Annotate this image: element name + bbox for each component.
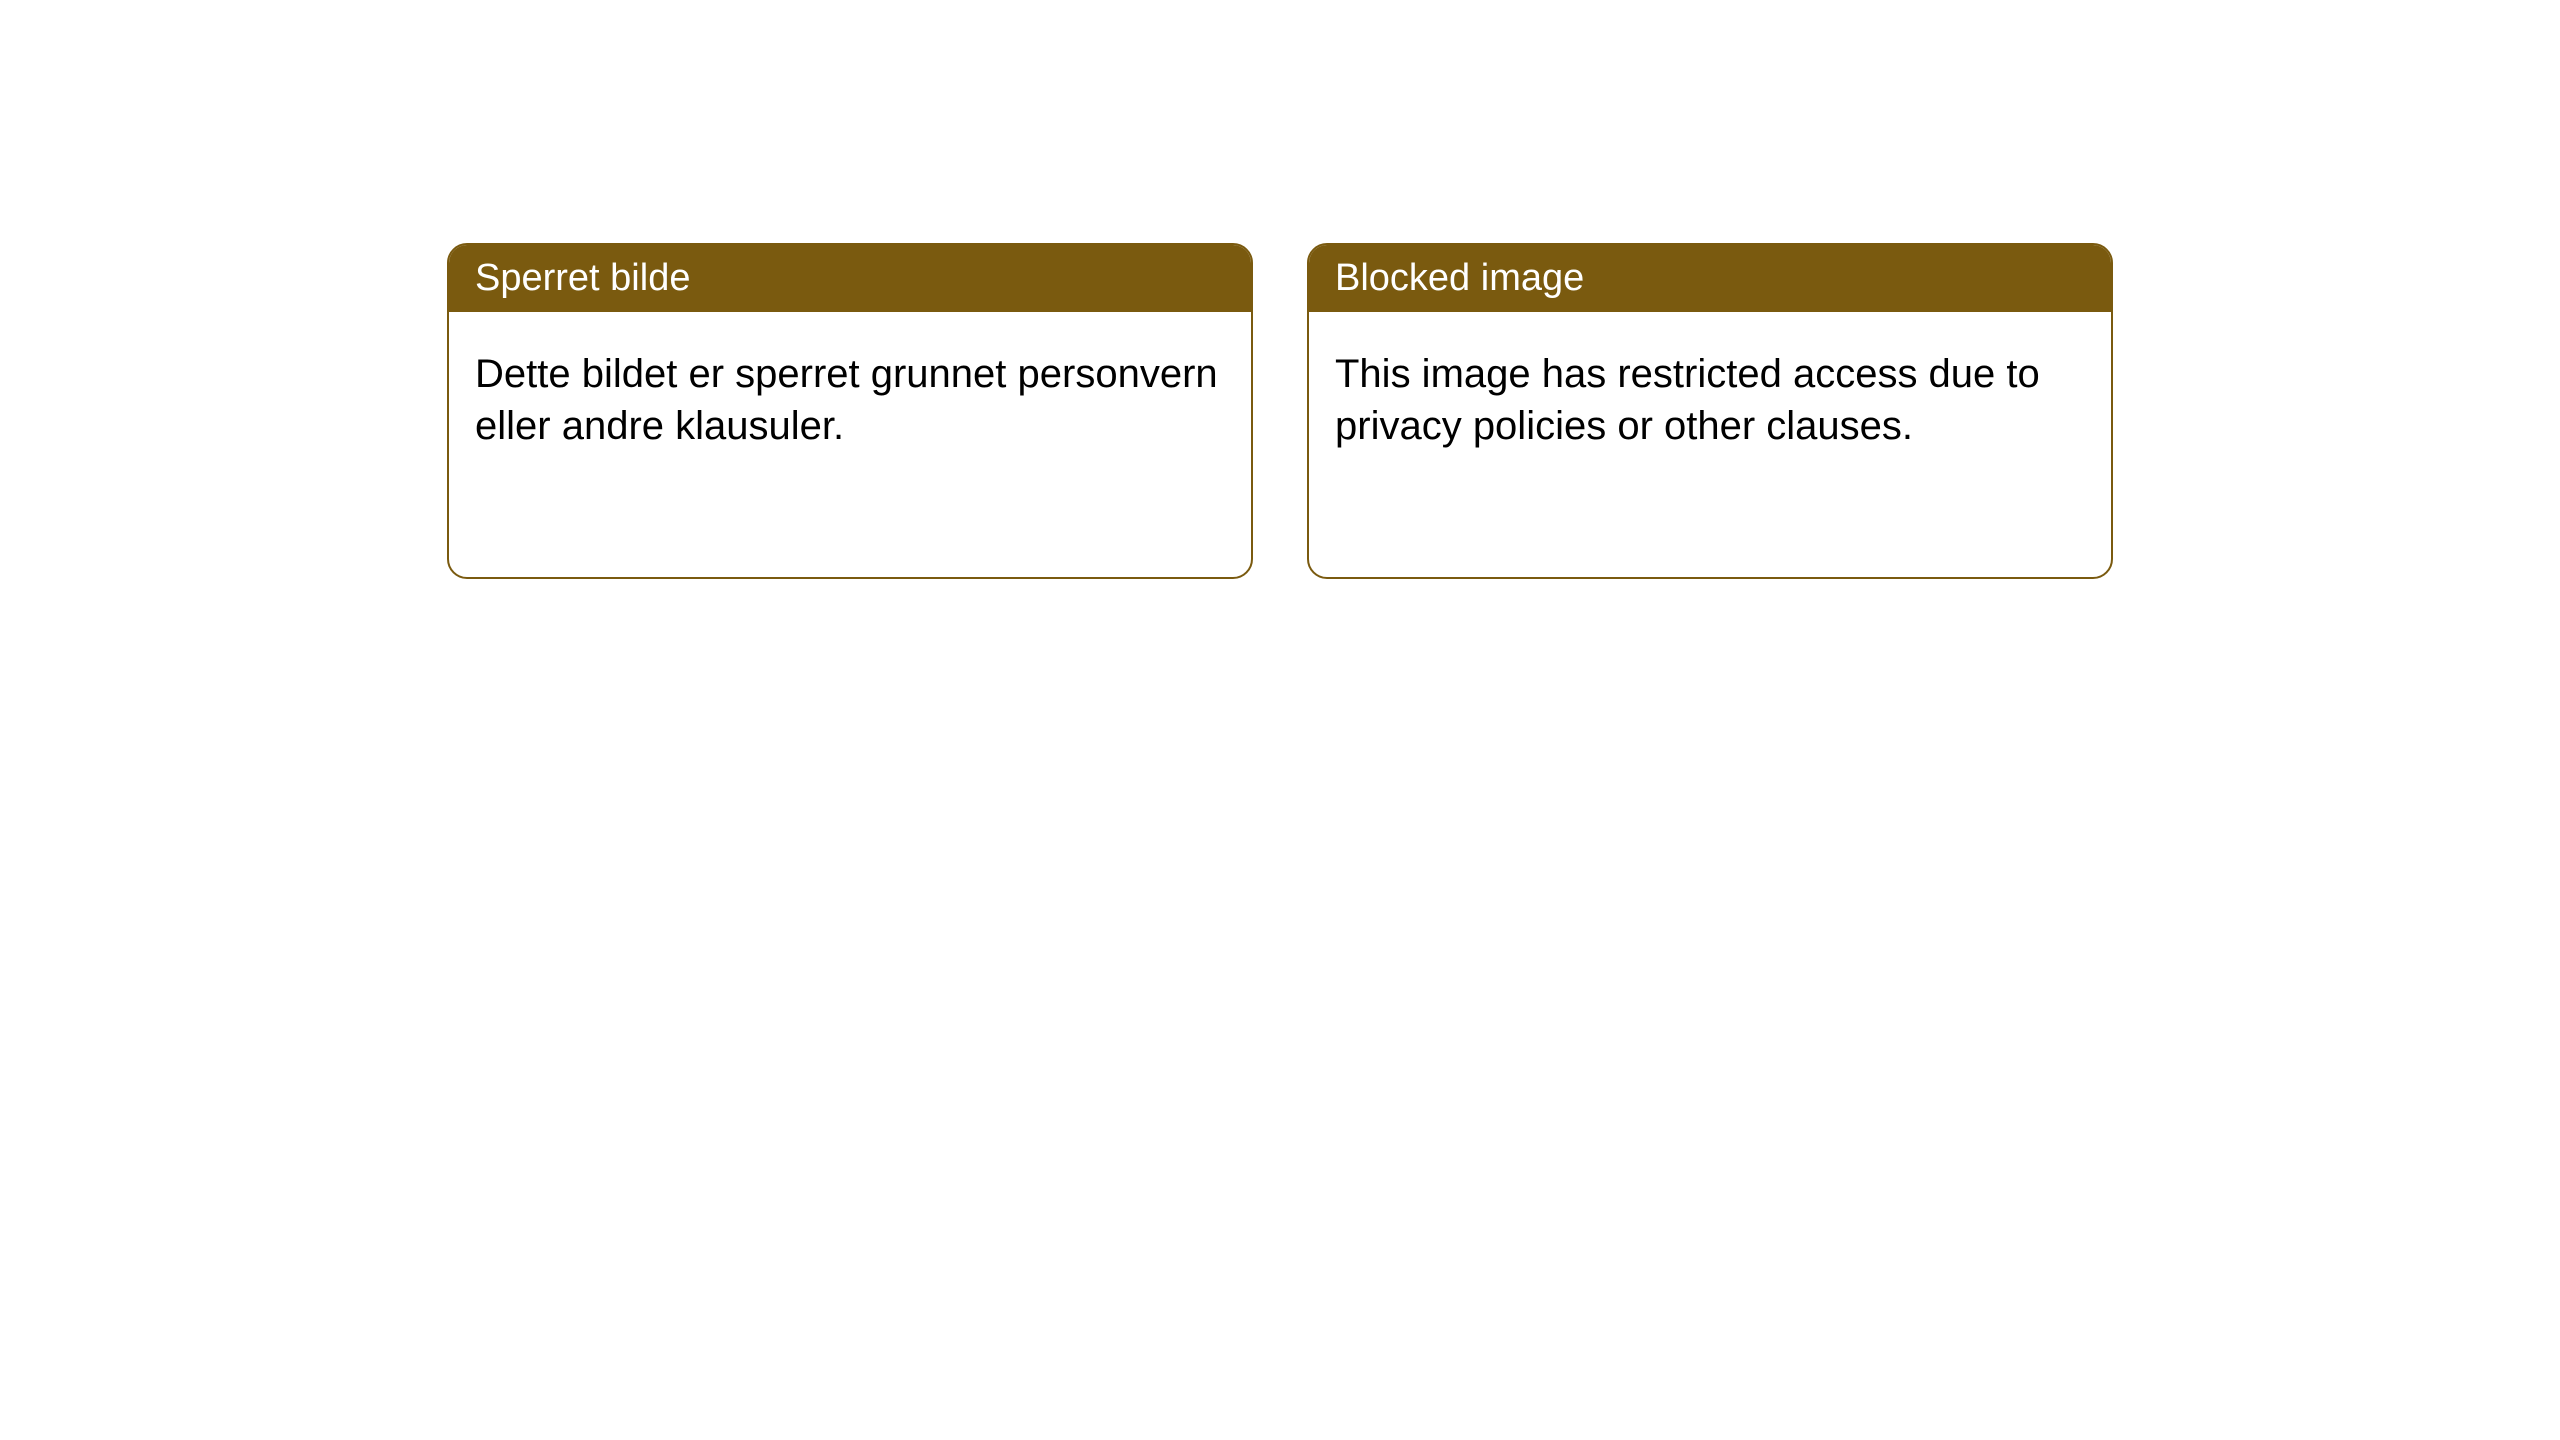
notice-card-title: Sperret bilde [475,257,690,299]
notice-card-text: Dette bildet er sperret grunnet personve… [475,352,1218,448]
notice-card-norwegian: Sperret bilde Dette bildet er sperret gr… [447,243,1253,579]
notice-card-body: This image has restricted access due to … [1309,312,2111,488]
notice-card-english: Blocked image This image has restricted … [1307,243,2113,579]
notice-card-body: Dette bildet er sperret grunnet personve… [449,312,1251,488]
notice-container: Sperret bilde Dette bildet er sperret gr… [0,0,2560,579]
notice-card-header: Sperret bilde [449,245,1251,312]
notice-card-text: This image has restricted access due to … [1335,352,2040,448]
notice-card-title: Blocked image [1335,257,1584,299]
notice-card-header: Blocked image [1309,245,2111,312]
